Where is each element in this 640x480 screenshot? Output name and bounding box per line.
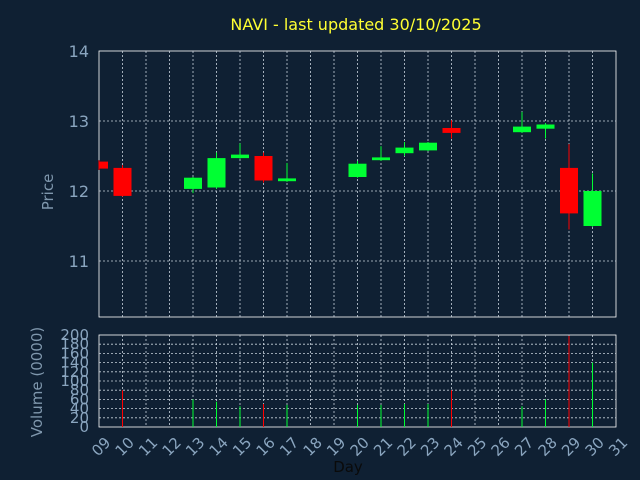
x-tick-label: 18 — [300, 434, 326, 460]
price-tick-label: 13 — [69, 112, 89, 131]
x-tick-label: 09 — [88, 434, 114, 460]
x-tick-label: 10 — [112, 434, 138, 460]
price-tick-label: 14 — [69, 42, 89, 61]
x-tick-label: 25 — [464, 434, 490, 460]
x-tick-label: 11 — [135, 434, 161, 460]
volume-tick-label: 160 — [60, 344, 89, 362]
volume-tick-label: 140 — [60, 354, 89, 372]
chart-title: NAVI - last updated 30/10/2025 — [230, 15, 481, 34]
price-panel: 11 12 13 14 — [69, 42, 617, 318]
x-tick-label: 21 — [370, 434, 396, 460]
candle-body — [372, 157, 390, 161]
candle-body — [184, 177, 202, 189]
x-tick-label: 16 — [253, 434, 279, 460]
candle-body — [278, 178, 296, 182]
volume-tick-label: 60 — [70, 390, 89, 408]
x-tick-label: 20 — [347, 434, 373, 460]
candle-body — [348, 163, 367, 177]
volume-tick-label: 40 — [70, 400, 89, 418]
x-tick-label: 28 — [535, 434, 561, 460]
x-tick-label: 14 — [206, 434, 232, 460]
price-tick-label: 12 — [69, 182, 89, 201]
x-tick-label: 23 — [417, 434, 443, 460]
price-axis-label: Price — [39, 174, 57, 211]
x-tick-label: 19 — [323, 434, 349, 460]
x-tick-label: 27 — [511, 434, 537, 460]
x-tick-label: 24 — [441, 434, 467, 460]
candle-body — [536, 124, 555, 129]
volume-tick-label: 80 — [70, 381, 89, 399]
candle-body — [395, 147, 414, 154]
x-tick-label: 29 — [558, 434, 584, 460]
volume-tick-label: 100 — [60, 372, 89, 390]
x-tick-label: 31 — [605, 434, 631, 460]
x-tick-label: 30 — [582, 434, 608, 460]
candle-body — [583, 191, 602, 226]
x-axis-label: Day — [333, 458, 363, 476]
volume-axis-label: Volume (0000) — [28, 327, 46, 437]
x-tick-label: 15 — [229, 434, 255, 460]
volume-tick-label: 120 — [60, 363, 89, 381]
x-tick-label: 22 — [394, 434, 420, 460]
candle-body — [442, 128, 461, 133]
candle-body — [254, 156, 273, 181]
x-axis: 0910111213141516171819202122232425262728… — [88, 434, 631, 460]
candle-body — [207, 158, 226, 188]
x-tick-label: 17 — [276, 434, 302, 460]
price-tick-label: 11 — [69, 252, 89, 271]
x-tick-label: 13 — [182, 434, 208, 460]
volume-tick-label: 0 — [79, 418, 89, 436]
candle-body — [99, 161, 108, 169]
volume-tick-label: 200 — [60, 326, 89, 344]
x-tick-label: 12 — [159, 434, 185, 460]
candle-body — [231, 154, 249, 159]
candle-body — [419, 142, 437, 151]
candle-body — [513, 126, 531, 133]
volume-tick-label: 20 — [70, 409, 89, 427]
candle-body — [113, 167, 132, 196]
x-tick-label: 26 — [488, 434, 514, 460]
candle-body — [560, 167, 578, 214]
volume-tick-label: 180 — [60, 335, 89, 353]
